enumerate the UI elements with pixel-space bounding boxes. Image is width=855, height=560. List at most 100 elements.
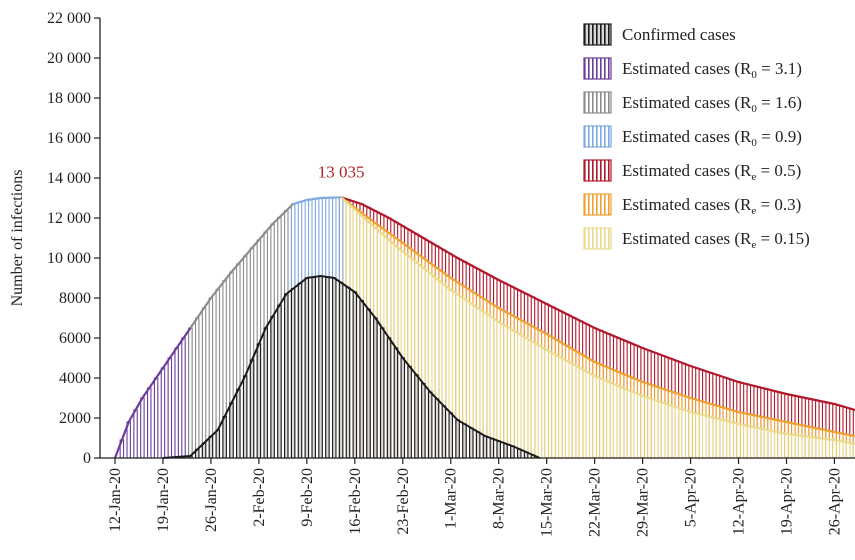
bar-estimated-cases-r0-3-1 bbox=[160, 367, 166, 459]
bar-confirmed-cases bbox=[318, 275, 323, 459]
bar-confirmed-cases bbox=[208, 435, 214, 459]
bar-estimated-cases-r0-3-1 bbox=[140, 397, 145, 459]
x-tick-label: 26-Apr-20 bbox=[826, 468, 843, 535]
series-confirmed-cases bbox=[167, 275, 536, 459]
legend-label: Estimated cases (Re = 0.5) bbox=[622, 161, 801, 183]
y-tick-label: 10 000 bbox=[47, 250, 91, 267]
bar-estimated-cases-re-0-15 bbox=[585, 371, 591, 459]
bar-estimated-cases-re-0-15 bbox=[517, 333, 522, 459]
x-tick-label: 2-Feb-20 bbox=[251, 468, 268, 527]
legend-label: Confirmed cases bbox=[622, 25, 736, 44]
bar-estimated-cases-re-0-15 bbox=[722, 420, 728, 459]
bar-estimated-cases-r0-1-6 bbox=[194, 317, 200, 459]
bar-estimated-cases-re-0-15 bbox=[612, 384, 618, 459]
bar-confirmed-cases bbox=[352, 291, 358, 459]
bar-estimated-cases-re-0-15 bbox=[702, 414, 707, 459]
bar-estimated-cases-re-0-15 bbox=[695, 413, 700, 459]
bar-estimated-cases-re-0-15 bbox=[640, 395, 645, 459]
bar-estimated-cases-re-0-15 bbox=[660, 402, 666, 459]
bar-confirmed-cases bbox=[393, 347, 399, 459]
bar-confirmed-cases bbox=[256, 343, 262, 459]
x-tick-label: 29-Mar-20 bbox=[635, 468, 652, 537]
bar-estimated-cases-re-0-15 bbox=[606, 381, 611, 459]
bar-estimated-cases-r0-3-1 bbox=[133, 409, 138, 459]
legend-item: Estimated cases (R0 = 1.6) bbox=[583, 91, 802, 115]
legend-swatch bbox=[583, 91, 612, 114]
legend-swatch bbox=[583, 159, 612, 182]
bar-estimated-cases-re-0-15 bbox=[647, 397, 652, 459]
bar-confirmed-cases bbox=[338, 282, 344, 459]
bar-estimated-cases-r0-3-1 bbox=[153, 377, 159, 459]
bar-estimated-cases-re-0-15 bbox=[681, 409, 686, 459]
bar-confirmed-cases bbox=[325, 276, 330, 459]
bar-estimated-cases-re-0-15 bbox=[510, 329, 515, 459]
x-tick-label: 23-Feb-20 bbox=[395, 468, 412, 535]
bar-estimated-cases-r0-1-6 bbox=[188, 327, 193, 459]
line-estimated-cases-r0-1-6 bbox=[189, 203, 294, 329]
bar-confirmed-cases bbox=[489, 437, 495, 459]
bar-estimated-cases-re-0-15 bbox=[564, 360, 570, 459]
x-ticks: 12-Jan-20 19-Jan-20 26-Jan-20 2-Feb-20 9-Feb… bbox=[107, 458, 843, 537]
axes-layer bbox=[99, 18, 855, 459]
bar-estimated-cases-re-0-15 bbox=[756, 427, 762, 459]
legend-label: Estimated cases (R0 = 0.9) bbox=[622, 127, 802, 149]
peak-annotation: 13 035 bbox=[318, 162, 365, 181]
bar-confirmed-cases bbox=[222, 415, 227, 459]
bar-estimated-cases-re-0-15 bbox=[845, 442, 851, 459]
bar-confirmed-cases bbox=[332, 277, 337, 459]
bar-estimated-cases-r0-3-1 bbox=[147, 387, 152, 459]
legend-swatch bbox=[583, 23, 612, 46]
bar-confirmed-cases bbox=[345, 286, 351, 459]
bar-confirmed-cases bbox=[414, 374, 419, 459]
bar-confirmed-cases bbox=[242, 375, 248, 459]
y-tick-label: 22 000 bbox=[47, 10, 91, 27]
legend-item: Estimated cases (Re = 0.3) bbox=[583, 193, 801, 217]
legend-swatch bbox=[583, 193, 612, 216]
y-tick-label: 18 000 bbox=[47, 90, 91, 107]
y-tick-label: 16 000 bbox=[47, 130, 91, 147]
bar-confirmed-cases bbox=[510, 445, 515, 459]
y-ticks: 0 2000 4000 6000 8000 10 000 12 000 14 000 16 00… bbox=[47, 10, 100, 467]
bar-estimated-cases-re-0-15 bbox=[839, 440, 844, 459]
bar-estimated-cases-re-0-15 bbox=[763, 429, 769, 459]
legend-item: Estimated cases (R0 = 3.1) bbox=[583, 57, 802, 81]
x-tick-label: 9-Feb-20 bbox=[299, 468, 316, 527]
legend-swatch bbox=[583, 125, 612, 148]
line-confirmed-cases bbox=[162, 274, 541, 459]
y-tick-label: 14 000 bbox=[47, 170, 91, 187]
bar-estimated-cases-re-0-15 bbox=[592, 375, 597, 459]
legend-item: Estimated cases (Re = 0.5) bbox=[583, 159, 801, 183]
bar-confirmed-cases bbox=[215, 429, 221, 459]
bar-confirmed-cases bbox=[434, 398, 440, 459]
bar-estimated-cases-re-0-15 bbox=[811, 436, 817, 459]
x-tick-label: 8-Mar-20 bbox=[491, 468, 508, 529]
bar-confirmed-cases bbox=[386, 337, 392, 459]
bar-confirmed-cases bbox=[359, 300, 364, 459]
bar-confirmed-cases bbox=[441, 405, 447, 459]
bar-confirmed-cases bbox=[270, 316, 275, 459]
bar-estimated-cases-re-0-15 bbox=[503, 325, 508, 459]
legend-swatch bbox=[583, 57, 612, 80]
bar-confirmed-cases bbox=[448, 412, 453, 459]
bar-confirmed-cases bbox=[229, 402, 234, 459]
bar-estimated-cases-re-0-15 bbox=[558, 356, 563, 459]
bar-estimated-cases-re-0-15 bbox=[729, 421, 734, 459]
bar-estimated-cases-r0-3-1 bbox=[181, 337, 186, 459]
bar-estimated-cases-re-0-15 bbox=[777, 432, 782, 459]
bar-confirmed-cases bbox=[407, 365, 412, 459]
bar-confirmed-cases bbox=[469, 427, 474, 459]
bar-confirmed-cases bbox=[311, 276, 316, 459]
bar-confirmed-cases bbox=[304, 277, 310, 459]
y-tick-label: 4000 bbox=[59, 370, 91, 387]
x-tick-label: 15-Mar-20 bbox=[539, 468, 556, 537]
x-tick-label: 26-Jan-20 bbox=[203, 468, 220, 532]
bar-confirmed-cases bbox=[427, 391, 433, 459]
bar-estimated-cases-re-0-15 bbox=[832, 439, 837, 459]
legend-label: Estimated cases (Re = 0.3) bbox=[622, 195, 801, 217]
bar-confirmed-cases bbox=[236, 388, 241, 459]
x-tick-label: 19-Apr-20 bbox=[778, 468, 795, 535]
curves-layer bbox=[113, 196, 855, 459]
legend-label: Estimated cases (Re = 0.15) bbox=[622, 229, 810, 251]
bar-estimated-cases-re-0-15 bbox=[715, 418, 721, 459]
